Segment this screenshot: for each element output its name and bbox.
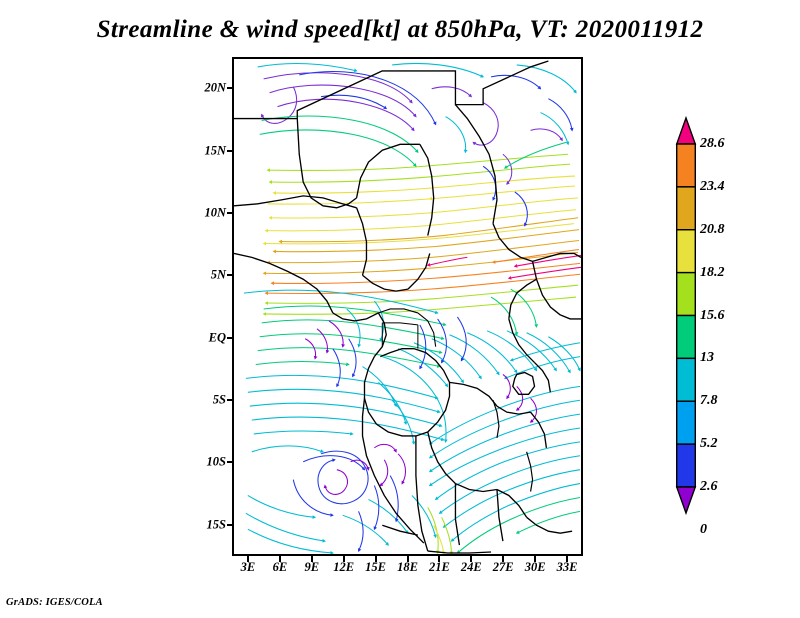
x-axis-tick	[502, 556, 505, 562]
colorbar-tick-label: 15.6	[700, 307, 725, 323]
x-axis-tick	[342, 556, 345, 562]
x-axis-tick-label: 15E	[365, 560, 386, 574]
x-axis-tick	[246, 556, 249, 562]
x-axis-tick-label: 27E	[492, 560, 514, 574]
y-axis-tick	[227, 149, 233, 152]
colorbar-tick-label: 13	[700, 350, 714, 366]
colorbar	[675, 115, 697, 516]
x-axis-tick-label: 33E	[556, 560, 578, 574]
colorbar-tick-label: 20.8	[700, 221, 725, 237]
y-axis-tick	[227, 87, 233, 90]
x-axis-tick	[534, 556, 537, 562]
map-plot-area	[232, 57, 583, 556]
y-axis-tick	[227, 399, 233, 402]
colorbar-tick-label: 2.6	[700, 479, 718, 494]
colorbar-tick-label: 0	[700, 521, 707, 537]
y-axis-tick	[227, 523, 233, 526]
x-axis-tick-label: 6E	[272, 560, 288, 574]
y-axis-tick-label: 5S	[212, 392, 226, 407]
x-axis-tick	[406, 556, 409, 562]
streamline-layer	[243, 62, 581, 554]
colorbar-swatch	[675, 357, 697, 402]
coastline-layer	[234, 60, 581, 554]
x-axis-tick-label: 18E	[397, 560, 418, 574]
x-axis-tick	[374, 556, 377, 562]
y-axis-tick	[227, 211, 233, 214]
colorbar-swatch	[675, 229, 697, 274]
y-axis-tick-label: 15S	[206, 517, 226, 532]
colorbar-tick-label: 7.8	[700, 393, 718, 409]
y-axis-tick-label: 10N	[204, 205, 226, 220]
x-axis-tick	[566, 556, 569, 562]
x-axis-tick	[470, 556, 473, 562]
y-axis-tick	[227, 336, 233, 339]
y-axis-tick-label: 10S	[206, 454, 226, 469]
colorbar-tick-label: 23.4	[700, 178, 725, 194]
streamline-map	[234, 60, 581, 554]
colorbar-tick-label: 5.2	[700, 436, 718, 452]
colorbar-swatch	[675, 186, 697, 231]
y-axis-tick-label: 15N	[204, 143, 226, 158]
colorbar-swatch	[675, 314, 697, 360]
y-axis-tick	[227, 461, 233, 464]
colorbar-top-arrow	[675, 115, 697, 145]
colorbar-swatch	[675, 143, 697, 188]
colorbar-tick-label: 18.2	[700, 264, 725, 280]
page-title: Streamline & wind speed[kt] at 850hPa, V…	[96, 16, 704, 43]
colorbar-swatch	[675, 400, 697, 445]
x-axis: 3E 6E 9E 12E 15E 18E 21E 24E 27E 30E 33E	[232, 560, 583, 580]
y-axis-tick-label: 5N	[210, 267, 226, 282]
y-axis-tick-label: EQ	[208, 330, 226, 345]
colorbar-bottom-arrow	[675, 486, 697, 516]
colorbar-labels: 28.6 23.4 20.8 18.2 15.6 13 7.8 5.2 2.6 0	[700, 118, 760, 537]
colorbar-tick-label: 28.6	[700, 136, 725, 151]
x-axis-tick	[310, 556, 313, 562]
colorbar-swatches	[675, 115, 697, 516]
x-axis-tick-label: 21E	[428, 560, 450, 574]
colorbar-swatch	[675, 443, 697, 488]
x-axis-tick	[278, 556, 281, 562]
y-axis-tick-label: 20N	[204, 80, 226, 95]
x-axis-tick-label: 9E	[304, 560, 320, 574]
x-axis-tick-label: 3E	[240, 560, 256, 574]
colorbar-swatch	[675, 271, 697, 317]
x-axis-tick-label: 30E	[524, 560, 546, 574]
x-axis-tick-label: 24E	[460, 560, 482, 574]
footer-credit: GrADS: IGES/COLA	[6, 597, 103, 608]
x-axis-tick-label: 12E	[333, 560, 355, 574]
y-axis-tick	[227, 274, 233, 277]
y-axis: 20N 15N 10N 5N EQ 5S 10S 15S	[196, 57, 226, 556]
x-axis-tick	[438, 556, 441, 562]
